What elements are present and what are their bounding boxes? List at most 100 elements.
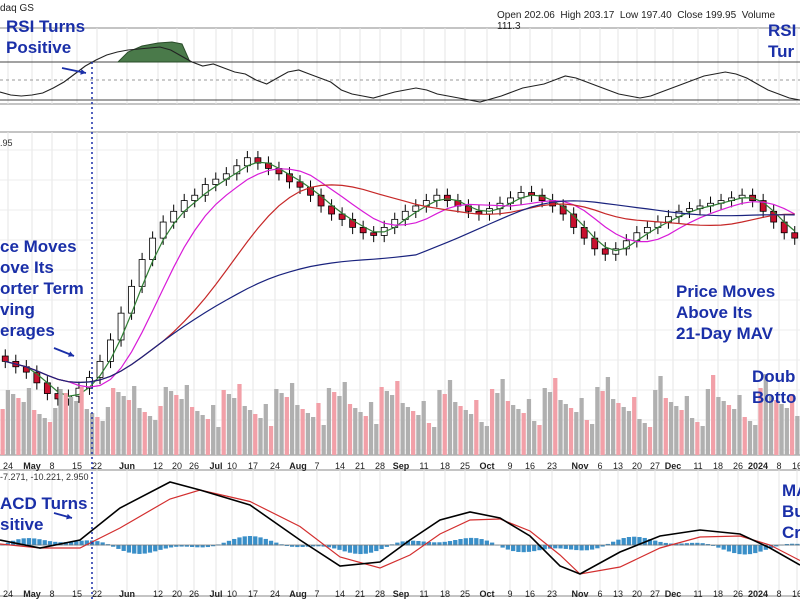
volume-bar <box>653 390 658 455</box>
x-tick-label-bottom: 15 <box>72 589 82 599</box>
x-tick-label-bottom: 27 <box>650 589 660 599</box>
volume-bar <box>189 407 195 455</box>
volume-bar <box>0 409 5 455</box>
candle <box>328 205 335 215</box>
volume-bar <box>795 416 800 455</box>
rsi-panel <box>0 41 800 103</box>
macd-histogram-bar <box>653 540 658 546</box>
volume-bar <box>58 389 63 455</box>
macd-histogram-bar <box>716 545 721 548</box>
volume-bar <box>226 394 232 455</box>
macd-histogram-bar <box>374 545 379 552</box>
macd-histogram-bar <box>16 539 21 546</box>
macd-histogram-bar <box>68 541 74 546</box>
x-tick-label-bottom: 14 <box>335 589 345 599</box>
x-tick-label-bottom: 25 <box>460 589 470 599</box>
price-panel <box>1 151 799 406</box>
macd-arrow-head <box>66 513 72 520</box>
ohlc-readout: Open 202.06 High 203.17 Low 197.40 Close… <box>497 10 776 32</box>
macd-histogram-bar <box>300 545 305 547</box>
macd-histogram-bar <box>226 540 232 546</box>
volume-bar <box>84 409 89 455</box>
x-tick-label-bottom: 8 <box>49 589 54 599</box>
macd-histogram-bar <box>479 539 484 546</box>
macd-histogram-bar <box>242 536 247 546</box>
volume-bar <box>542 388 547 455</box>
macd-histogram-bar <box>137 545 142 554</box>
candle <box>201 184 209 196</box>
symbol-label: daq GS <box>0 3 34 14</box>
macd-histogram-bar <box>284 545 289 547</box>
x-tick-label: 24 <box>3 461 13 471</box>
volume-bar <box>274 389 279 455</box>
macd-histogram-bar <box>289 545 295 547</box>
volume-bar <box>279 393 284 455</box>
macd-histogram-bar <box>200 545 205 548</box>
macd-histogram-bar <box>684 543 689 546</box>
macd-histogram-bar <box>632 536 637 546</box>
volume-bar <box>516 409 521 455</box>
macd-histogram-bar <box>5 542 11 546</box>
x-tick-label: 24 <box>270 461 280 471</box>
macd-histogram-bar <box>768 545 774 548</box>
volume-bar <box>289 383 295 455</box>
volume-bar <box>453 402 458 455</box>
macd-histogram-bar <box>74 541 79 546</box>
x-tick-label-bottom: 20 <box>632 589 642 599</box>
volume-bar <box>605 377 611 455</box>
volume-bar <box>647 427 653 455</box>
volume-bar <box>742 417 747 455</box>
x-tick-label-bottom: 18 <box>713 589 723 599</box>
volume-bar <box>668 402 674 455</box>
macd-histogram-bar <box>763 545 768 550</box>
volume-bar <box>558 400 563 455</box>
volume-bar <box>532 421 537 455</box>
volume-bar <box>311 417 316 455</box>
volume-bar <box>163 387 168 455</box>
macd-histogram-bar <box>589 545 595 550</box>
macd-histogram-bar <box>174 545 179 547</box>
macd-histogram-bar <box>184 545 189 547</box>
macd-histogram-bar <box>537 545 542 551</box>
x-tick-label: 8 <box>49 461 54 471</box>
volume-bar <box>458 406 463 455</box>
candle <box>349 218 357 228</box>
macd-histogram-bar <box>511 545 516 552</box>
volume-bar <box>779 404 784 455</box>
volume-bar <box>574 412 579 455</box>
x-tick-label-bottom: 26 <box>189 589 199 599</box>
volume-bar <box>479 422 484 455</box>
volume-bar <box>579 398 584 455</box>
volume-bar <box>626 411 632 455</box>
x-tick-label: 26 <box>189 461 199 471</box>
macd-histogram-bar <box>579 545 584 551</box>
volume-bar <box>705 389 711 455</box>
volume-bar <box>421 401 426 455</box>
volume-bar <box>632 397 637 455</box>
x-tick-label-bottom: 24 <box>270 589 280 599</box>
candle <box>233 165 241 175</box>
volume-bar <box>174 395 179 455</box>
volume-bar <box>695 422 700 455</box>
macd-histogram-bar <box>295 545 300 548</box>
macd-histogram-bar <box>568 545 574 550</box>
x-tick-label-bottom: 16 <box>792 589 800 599</box>
macd-histogram-bar <box>205 545 211 548</box>
volume-bar <box>74 401 79 455</box>
volume-bar <box>105 407 111 455</box>
x-tick-label-bottom: Nov <box>571 589 588 599</box>
volume-bar <box>368 402 374 455</box>
candle <box>1 355 9 362</box>
macd-histogram-bar <box>368 545 374 553</box>
x-tick-label-bottom: 23 <box>547 589 557 599</box>
macd-histogram-bar <box>679 543 684 546</box>
volume-bar <box>600 391 605 455</box>
volume-bar <box>337 396 342 455</box>
macd-signal-line <box>0 489 800 575</box>
x-tick-label-bottom: Oct <box>479 589 494 599</box>
x-tick-label: 17 <box>248 461 258 471</box>
candle <box>212 178 220 185</box>
price-arrow-head <box>68 351 74 357</box>
macd-histogram-bar <box>742 545 747 555</box>
x-tick-label-bottom: Dec <box>665 589 682 599</box>
